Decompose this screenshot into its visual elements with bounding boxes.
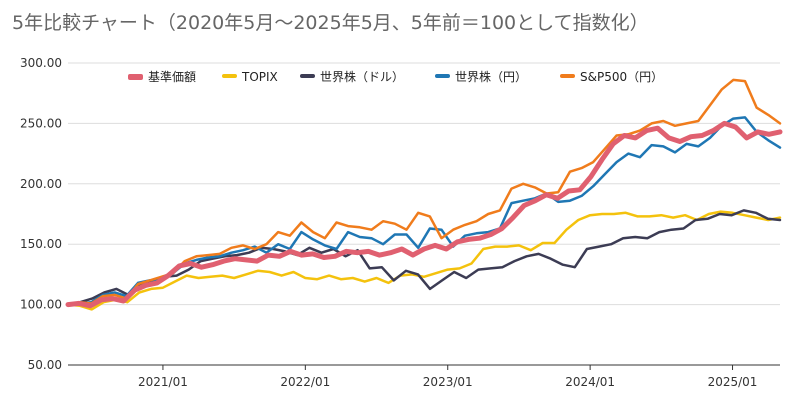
series-line-0 bbox=[65, 120, 783, 309]
legend-swatch-4 bbox=[560, 74, 575, 78]
x-tick-label: 2021/01 bbox=[138, 375, 188, 389]
y-tick-label: 50.00 bbox=[28, 358, 62, 372]
y-tick-label: 250.00 bbox=[20, 116, 62, 130]
y-tick-label: 200.00 bbox=[20, 177, 62, 191]
legend-swatch-1 bbox=[222, 74, 237, 78]
legend-label-1: TOPIX bbox=[241, 70, 278, 84]
legend-label-4: S&P500（円） bbox=[580, 70, 663, 84]
y-tick-label: 300.00 bbox=[20, 56, 62, 70]
legend-swatch-0 bbox=[128, 74, 143, 80]
chart-title: 5年比較チャート（2020年5月〜2025年5月、5年前＝100として指数化） bbox=[12, 12, 649, 34]
x-tick-label: 2024/01 bbox=[565, 375, 615, 389]
x-tick-label: 2025/01 bbox=[708, 375, 758, 389]
series-line-1 bbox=[66, 210, 782, 311]
legend-label-2: 世界株（ドル） bbox=[320, 69, 404, 84]
legend-label-0: 基準価額 bbox=[148, 69, 196, 84]
y-tick-label: 100.00 bbox=[20, 298, 62, 312]
series-line-4 bbox=[66, 78, 782, 306]
legend-label-3: 世界株（円） bbox=[455, 69, 527, 84]
y-tick-label: 150.00 bbox=[20, 237, 62, 251]
x-tick-label: 2022/01 bbox=[280, 375, 330, 389]
series-line-2 bbox=[66, 209, 782, 306]
legend-swatch-2 bbox=[300, 74, 315, 78]
legend-swatch-3 bbox=[435, 74, 450, 78]
x-tick-label: 2023/01 bbox=[423, 375, 473, 389]
